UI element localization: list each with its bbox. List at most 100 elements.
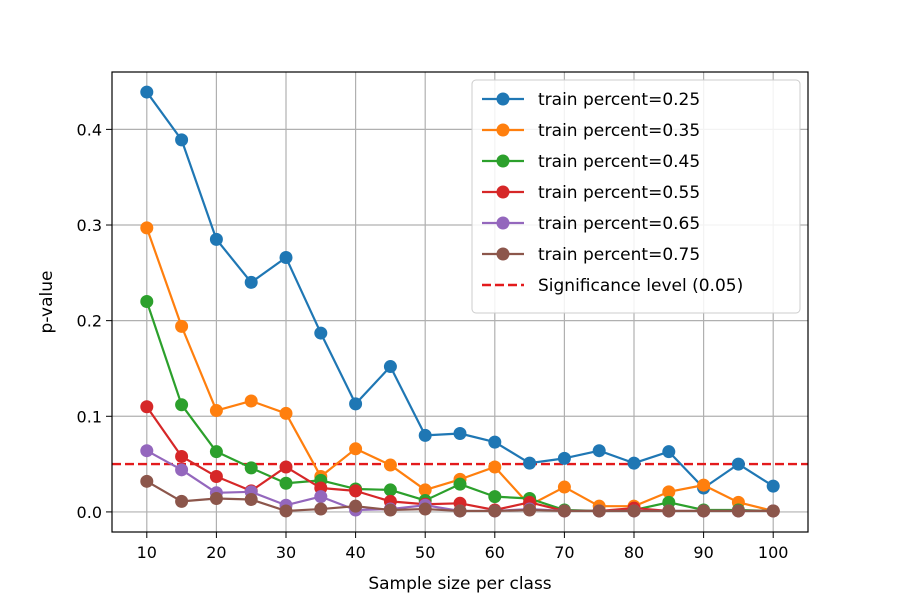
data-point (488, 504, 502, 518)
data-point (383, 503, 397, 517)
data-point (453, 504, 467, 518)
x-axis-label: Sample size per class (368, 574, 551, 594)
data-point (209, 445, 223, 459)
x-tick-label: 90 (693, 543, 713, 562)
data-point (627, 456, 641, 470)
legend-swatch-marker (496, 247, 510, 261)
data-point (314, 490, 328, 504)
data-point (244, 394, 258, 408)
legend-label: train percent=0.55 (538, 183, 700, 203)
legend-swatch-marker (496, 185, 510, 199)
data-point (627, 504, 641, 518)
y-tick-label: 0.3 (77, 216, 102, 235)
x-tick-label: 60 (485, 543, 505, 562)
data-point (175, 319, 189, 333)
data-point (209, 232, 223, 246)
legend-label: train percent=0.35 (538, 121, 700, 141)
x-tick-label: 10 (137, 543, 157, 562)
data-point (279, 406, 293, 420)
data-point (279, 251, 293, 265)
data-point (662, 504, 676, 518)
data-point (453, 477, 467, 491)
data-point (488, 490, 502, 504)
data-point (244, 461, 258, 475)
data-point (453, 426, 467, 440)
y-tick-label: 0.4 (77, 120, 102, 139)
data-point (557, 451, 571, 465)
data-point (383, 483, 397, 497)
data-point (140, 474, 154, 488)
data-point (314, 502, 328, 516)
y-axis-label: p-value (37, 271, 57, 334)
series-group (140, 85, 780, 518)
legend-swatch-marker (496, 154, 510, 168)
x-tick-label: 80 (624, 543, 644, 562)
data-point (279, 460, 293, 474)
plot-frame (111, 71, 809, 533)
data-point (175, 463, 189, 477)
data-point (557, 504, 571, 518)
legend-label: train percent=0.65 (538, 214, 700, 234)
data-point (349, 499, 363, 513)
data-point (488, 435, 502, 449)
data-point (314, 326, 328, 340)
legend-label: Significance level (0.05) (538, 276, 743, 296)
data-point (523, 503, 537, 517)
data-point (523, 456, 537, 470)
data-point (557, 480, 571, 494)
legend-swatch-marker (496, 92, 510, 106)
data-point (244, 492, 258, 506)
y-tick-label: 0.1 (77, 407, 102, 426)
x-tick-label: 40 (345, 543, 365, 562)
data-point (592, 504, 606, 518)
data-point (697, 478, 711, 492)
data-point (175, 449, 189, 463)
data-point (349, 397, 363, 411)
data-point (175, 133, 189, 147)
data-point (697, 504, 711, 518)
data-point (209, 470, 223, 484)
data-point (175, 494, 189, 508)
x-tick-label: 30 (276, 543, 296, 562)
data-point (383, 360, 397, 374)
legend-label: train percent=0.45 (538, 152, 700, 172)
data-point (592, 444, 606, 458)
legend-label: train percent=0.25 (538, 90, 700, 110)
data-point (662, 485, 676, 499)
data-point (766, 504, 780, 518)
legend-swatch-marker (496, 216, 510, 230)
data-point (175, 398, 189, 412)
data-point (731, 504, 745, 518)
data-point (140, 295, 154, 309)
x-tick-label: 20 (206, 543, 226, 562)
data-point (349, 442, 363, 456)
y-tick-label: 0.0 (77, 503, 102, 522)
data-point (209, 404, 223, 418)
legend-swatch-marker (496, 123, 510, 137)
data-point (766, 479, 780, 493)
legend: train percent=0.25 train percent=0.35 trai… (471, 79, 801, 314)
data-point (731, 457, 745, 471)
data-point (244, 275, 258, 289)
data-point (349, 484, 363, 498)
data-point (662, 445, 676, 459)
data-point (140, 444, 154, 458)
data-point (209, 492, 223, 506)
data-point (418, 502, 432, 516)
data-point (488, 460, 502, 474)
data-point (140, 221, 154, 235)
legend-box (471, 79, 801, 314)
data-point (383, 458, 397, 472)
data-point (279, 504, 293, 518)
data-point (140, 400, 154, 414)
y-tick-label: 0.2 (77, 312, 102, 331)
data-point (140, 85, 154, 99)
legend-label: train percent=0.75 (538, 245, 700, 265)
data-point (279, 476, 293, 490)
x-tick-label: 100 (758, 543, 789, 562)
series-6 (140, 474, 780, 518)
x-tick-label: 50 (415, 543, 435, 562)
x-tick-label: 70 (554, 543, 574, 562)
data-point (418, 483, 432, 497)
